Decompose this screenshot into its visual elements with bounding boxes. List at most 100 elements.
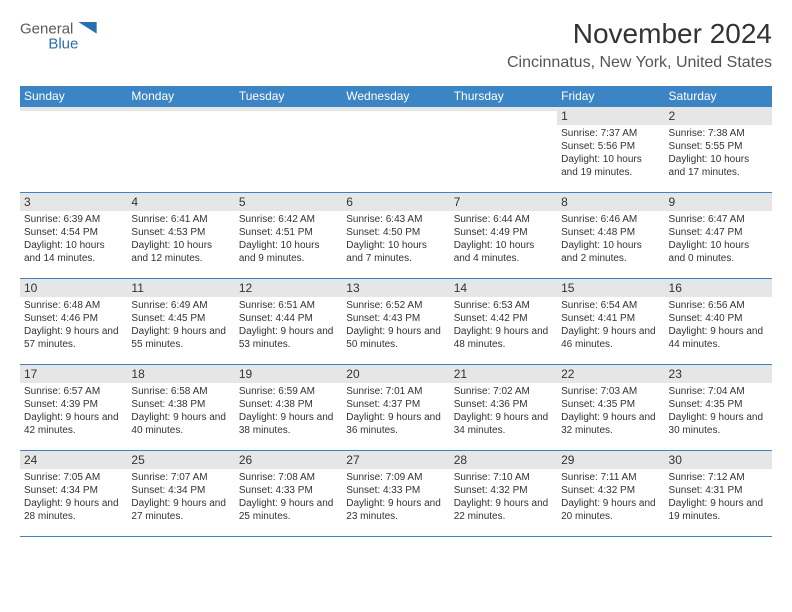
dayname-tuesday: Tuesday: [235, 86, 342, 107]
day-number: 15: [557, 279, 664, 297]
calendar-week: 24Sunrise: 7:05 AMSunset: 4:34 PMDayligh…: [20, 451, 772, 537]
day-body: Sunrise: 6:52 AMSunset: 4:43 PMDaylight:…: [342, 297, 449, 355]
day-daylight: Daylight: 9 hours and 38 minutes.: [239, 411, 338, 437]
day-number: 23: [665, 365, 772, 383]
calendar-cell: 2Sunrise: 7:38 AMSunset: 5:55 PMDaylight…: [665, 107, 772, 193]
day-daylight: Daylight: 10 hours and 4 minutes.: [454, 239, 553, 265]
calendar-cell: 29Sunrise: 7:11 AMSunset: 4:32 PMDayligh…: [557, 451, 664, 537]
day-sunset: Sunset: 4:32 PM: [561, 484, 660, 497]
day-sunset: Sunset: 5:56 PM: [561, 140, 660, 153]
day-body: Sunrise: 6:41 AMSunset: 4:53 PMDaylight:…: [127, 211, 234, 269]
day-daylight: Daylight: 9 hours and 50 minutes.: [346, 325, 445, 351]
day-sunset: Sunset: 4:33 PM: [346, 484, 445, 497]
day-daylight: Daylight: 9 hours and 34 minutes.: [454, 411, 553, 437]
day-sunset: Sunset: 5:55 PM: [669, 140, 768, 153]
day-sunrise: Sunrise: 7:05 AM: [24, 471, 123, 484]
day-daylight: Daylight: 10 hours and 9 minutes.: [239, 239, 338, 265]
day-sunset: Sunset: 4:45 PM: [131, 312, 230, 325]
day-sunrise: Sunrise: 6:54 AM: [561, 299, 660, 312]
day-daylight: Daylight: 9 hours and 28 minutes.: [24, 497, 123, 523]
calendar-cell: 7Sunrise: 6:44 AMSunset: 4:49 PMDaylight…: [450, 193, 557, 279]
calendar-table: Sunday Monday Tuesday Wednesday Thursday…: [20, 86, 772, 537]
day-body: [450, 111, 557, 117]
day-daylight: Daylight: 9 hours and 57 minutes.: [24, 325, 123, 351]
day-body: Sunrise: 6:42 AMSunset: 4:51 PMDaylight:…: [235, 211, 342, 269]
day-daylight: Daylight: 10 hours and 17 minutes.: [669, 153, 768, 179]
day-body: Sunrise: 6:44 AMSunset: 4:49 PMDaylight:…: [450, 211, 557, 269]
day-sunset: Sunset: 4:38 PM: [239, 398, 338, 411]
day-body: Sunrise: 7:03 AMSunset: 4:35 PMDaylight:…: [557, 383, 664, 441]
dayname-saturday: Saturday: [665, 86, 772, 107]
day-body: Sunrise: 7:38 AMSunset: 5:55 PMDaylight:…: [665, 125, 772, 183]
day-sunrise: Sunrise: 6:56 AM: [669, 299, 768, 312]
calendar-cell: [20, 107, 127, 193]
day-daylight: Daylight: 9 hours and 48 minutes.: [454, 325, 553, 351]
day-sunrise: Sunrise: 7:02 AM: [454, 385, 553, 398]
day-body: Sunrise: 6:58 AMSunset: 4:38 PMDaylight:…: [127, 383, 234, 441]
day-daylight: Daylight: 9 hours and 23 minutes.: [346, 497, 445, 523]
day-sunrise: Sunrise: 6:41 AM: [131, 213, 230, 226]
day-body: Sunrise: 7:04 AMSunset: 4:35 PMDaylight:…: [665, 383, 772, 441]
calendar-week: 17Sunrise: 6:57 AMSunset: 4:39 PMDayligh…: [20, 365, 772, 451]
day-body: Sunrise: 7:37 AMSunset: 5:56 PMDaylight:…: [557, 125, 664, 183]
calendar-cell: 21Sunrise: 7:02 AMSunset: 4:36 PMDayligh…: [450, 365, 557, 451]
day-sunset: Sunset: 4:38 PM: [131, 398, 230, 411]
calendar-cell: 1Sunrise: 7:37 AMSunset: 5:56 PMDaylight…: [557, 107, 664, 193]
header: General Blue November 2024 Cincinnatus, …: [20, 18, 772, 72]
day-sunset: Sunset: 4:34 PM: [24, 484, 123, 497]
calendar-cell: 20Sunrise: 7:01 AMSunset: 4:37 PMDayligh…: [342, 365, 449, 451]
calendar-cell: 16Sunrise: 6:56 AMSunset: 4:40 PMDayligh…: [665, 279, 772, 365]
day-body: [235, 111, 342, 117]
day-daylight: Daylight: 10 hours and 12 minutes.: [131, 239, 230, 265]
day-sunrise: Sunrise: 6:47 AM: [669, 213, 768, 226]
day-body: Sunrise: 7:01 AMSunset: 4:37 PMDaylight:…: [342, 383, 449, 441]
day-sunrise: Sunrise: 7:12 AM: [669, 471, 768, 484]
day-number: 24: [20, 451, 127, 469]
calendar-cell: 9Sunrise: 6:47 AMSunset: 4:47 PMDaylight…: [665, 193, 772, 279]
day-daylight: Daylight: 10 hours and 14 minutes.: [24, 239, 123, 265]
day-sunrise: Sunrise: 7:08 AM: [239, 471, 338, 484]
day-sunset: Sunset: 4:35 PM: [669, 398, 768, 411]
day-number: 3: [20, 193, 127, 211]
day-number: 29: [557, 451, 664, 469]
day-sunrise: Sunrise: 6:52 AM: [346, 299, 445, 312]
calendar-cell: 19Sunrise: 6:59 AMSunset: 4:38 PMDayligh…: [235, 365, 342, 451]
calendar-cell: 17Sunrise: 6:57 AMSunset: 4:39 PMDayligh…: [20, 365, 127, 451]
day-number: 10: [20, 279, 127, 297]
calendar-cell: 27Sunrise: 7:09 AMSunset: 4:33 PMDayligh…: [342, 451, 449, 537]
day-number: 7: [450, 193, 557, 211]
day-sunset: Sunset: 4:54 PM: [24, 226, 123, 239]
day-number: 12: [235, 279, 342, 297]
day-body: Sunrise: 6:56 AMSunset: 4:40 PMDaylight:…: [665, 297, 772, 355]
day-daylight: Daylight: 10 hours and 0 minutes.: [669, 239, 768, 265]
calendar-cell: 14Sunrise: 6:53 AMSunset: 4:42 PMDayligh…: [450, 279, 557, 365]
calendar-cell: 18Sunrise: 6:58 AMSunset: 4:38 PMDayligh…: [127, 365, 234, 451]
day-daylight: Daylight: 10 hours and 7 minutes.: [346, 239, 445, 265]
calendar-cell: 28Sunrise: 7:10 AMSunset: 4:32 PMDayligh…: [450, 451, 557, 537]
day-number: 2: [665, 107, 772, 125]
day-body: Sunrise: 6:39 AMSunset: 4:54 PMDaylight:…: [20, 211, 127, 269]
calendar-week: 1Sunrise: 7:37 AMSunset: 5:56 PMDaylight…: [20, 107, 772, 193]
calendar-cell: 13Sunrise: 6:52 AMSunset: 4:43 PMDayligh…: [342, 279, 449, 365]
day-number: 25: [127, 451, 234, 469]
calendar-cell: 6Sunrise: 6:43 AMSunset: 4:50 PMDaylight…: [342, 193, 449, 279]
day-body: Sunrise: 7:12 AMSunset: 4:31 PMDaylight:…: [665, 469, 772, 527]
day-daylight: Daylight: 9 hours and 55 minutes.: [131, 325, 230, 351]
day-sunset: Sunset: 4:46 PM: [24, 312, 123, 325]
calendar-cell: 4Sunrise: 6:41 AMSunset: 4:53 PMDaylight…: [127, 193, 234, 279]
generalblue-logo-icon: General Blue: [20, 18, 120, 56]
day-sunset: Sunset: 4:39 PM: [24, 398, 123, 411]
day-sunset: Sunset: 4:42 PM: [454, 312, 553, 325]
day-sunset: Sunset: 4:40 PM: [669, 312, 768, 325]
day-sunset: Sunset: 4:36 PM: [454, 398, 553, 411]
day-sunrise: Sunrise: 6:46 AM: [561, 213, 660, 226]
day-sunrise: Sunrise: 6:43 AM: [346, 213, 445, 226]
day-body: Sunrise: 7:07 AMSunset: 4:34 PMDaylight:…: [127, 469, 234, 527]
day-daylight: Daylight: 9 hours and 27 minutes.: [131, 497, 230, 523]
day-sunset: Sunset: 4:47 PM: [669, 226, 768, 239]
calendar-cell: [342, 107, 449, 193]
day-sunrise: Sunrise: 6:44 AM: [454, 213, 553, 226]
day-body: Sunrise: 6:59 AMSunset: 4:38 PMDaylight:…: [235, 383, 342, 441]
day-daylight: Daylight: 10 hours and 2 minutes.: [561, 239, 660, 265]
day-sunrise: Sunrise: 7:38 AM: [669, 127, 768, 140]
